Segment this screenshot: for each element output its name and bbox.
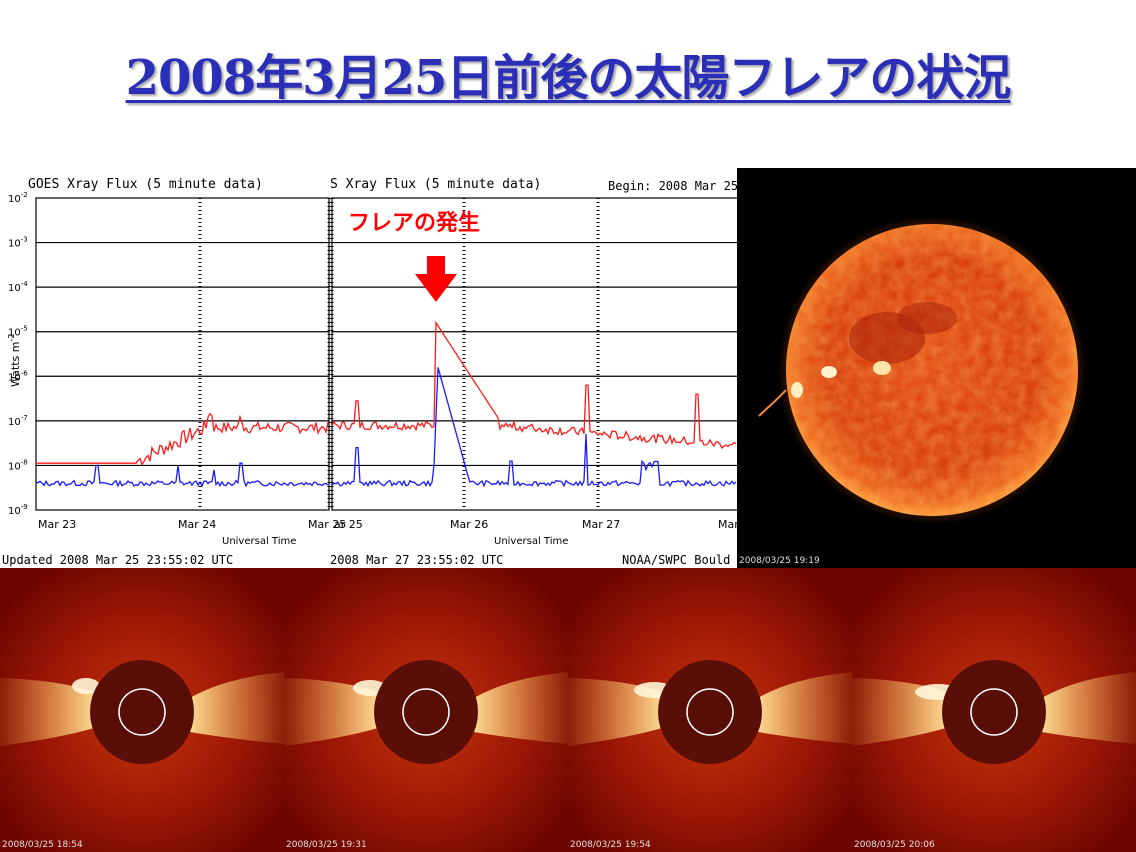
y-tick-label: 10-3 — [8, 236, 28, 250]
x-tick-mar23: Mar 23 — [38, 518, 76, 531]
left-updated: Updated 2008 Mar 25 23:55:02 UTC — [2, 553, 233, 567]
flare-annotation: フレアの発生 — [348, 211, 480, 236]
y-tick-label: 10-9 — [8, 503, 28, 517]
y-tick-label: 10-2 — [8, 191, 28, 205]
short-channel-curve-right — [331, 367, 737, 488]
x-tick-mar24: Mar 24 — [178, 518, 216, 531]
coronagraph-frame-1: 2008/03/25 18:54 — [0, 568, 284, 852]
goes-xray-plot: GOES Xray Flux (5 minute data) S Xray Fl… — [0, 168, 740, 568]
right-plot-title: S Xray Flux (5 minute data) — [330, 177, 541, 192]
coronagraph-frame-4: 2008/03/25 20:06 — [852, 568, 1136, 852]
flare-arrow-icon — [415, 256, 457, 302]
x-tick-mar28: Mar — [718, 518, 739, 531]
credit: NOAA/SWPC Bould — [622, 553, 730, 567]
x-tick-mar27: Mar 27 — [582, 518, 620, 531]
coronagraph-timestamp-1: 2008/03/25 18:54 — [2, 840, 83, 850]
right-plot-frame — [331, 197, 740, 511]
left-plot-title: GOES Xray Flux (5 minute data) — [28, 177, 263, 192]
coronagraph-frame-3: 2008/03/25 19:54 — [568, 568, 852, 852]
x-tick-mar26: Mar 26 — [450, 518, 488, 531]
y-tick-label: 10-4 — [8, 280, 28, 294]
y-tick-label: 10-8 — [8, 458, 28, 472]
x-axis-label-left: Universal Time — [222, 536, 296, 547]
long-channel-curve-right — [331, 320, 737, 450]
y-tick-label: 10-5 — [8, 325, 28, 339]
sun-timestamp: 2008/03/25 19:19 — [739, 556, 820, 566]
x-tick-mar25-right: ar 25 — [334, 518, 363, 531]
y-tick-label: 10-7 — [8, 414, 28, 428]
coronagraph-sequence: 2008/03/25 18:54 2008/03/25 19:31 2008/0… — [0, 568, 1136, 852]
y-axis-label: Watts m-2 — [7, 334, 22, 387]
long-channel-curve-left — [36, 412, 329, 466]
coronagraph-timestamp-3: 2008/03/25 19:54 — [570, 840, 651, 850]
coronagraph-timestamp-4: 2008/03/25 20:06 — [854, 840, 935, 850]
slide-title: 2008年3月25日前後の太陽フレアの状況 — [125, 50, 1012, 106]
coronagraph-frame-2: 2008/03/25 19:31 — [284, 568, 568, 852]
x-axis-label-right: Universal Time — [494, 536, 568, 547]
coronagraph-timestamp-2: 2008/03/25 19:31 — [286, 840, 367, 850]
right-updated: 2008 Mar 27 23:55:02 UTC — [330, 553, 503, 567]
x-tick-mar25: Mar 25 — [308, 518, 346, 531]
short-channel-curve-left — [35, 462, 329, 488]
sun-euv-image: 2008/03/25 19:19 — [737, 168, 1136, 568]
begin-label: Begin: 2008 Mar 25 — [608, 179, 738, 193]
y-tick-label: 10-6 — [8, 369, 28, 383]
